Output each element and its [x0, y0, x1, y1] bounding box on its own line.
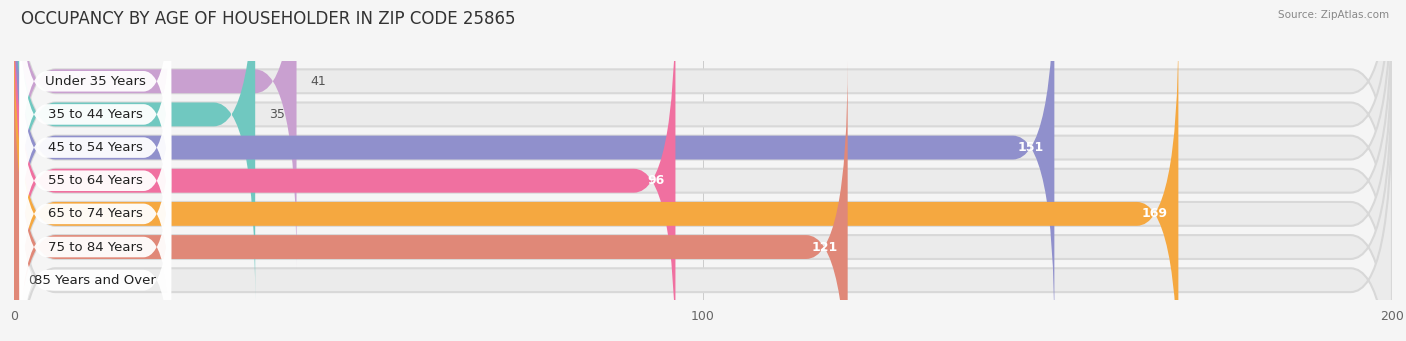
Text: 0: 0 [28, 274, 35, 287]
Text: OCCUPANCY BY AGE OF HOUSEHOLDER IN ZIP CODE 25865: OCCUPANCY BY AGE OF HOUSEHOLDER IN ZIP C… [21, 10, 516, 28]
FancyBboxPatch shape [14, 0, 1392, 341]
Text: 75 to 84 Years: 75 to 84 Years [48, 240, 143, 254]
FancyBboxPatch shape [14, 0, 1392, 268]
FancyBboxPatch shape [14, 27, 1392, 341]
Text: 41: 41 [311, 75, 326, 88]
FancyBboxPatch shape [14, 93, 1392, 341]
Text: 45 to 54 Years: 45 to 54 Years [48, 141, 143, 154]
FancyBboxPatch shape [14, 0, 297, 268]
FancyBboxPatch shape [14, 27, 1178, 341]
Text: 35 to 44 Years: 35 to 44 Years [48, 108, 143, 121]
FancyBboxPatch shape [14, 60, 1392, 341]
Text: Under 35 Years: Under 35 Years [45, 75, 146, 88]
FancyBboxPatch shape [14, 0, 256, 301]
Text: 121: 121 [811, 240, 838, 254]
FancyBboxPatch shape [14, 60, 848, 341]
FancyBboxPatch shape [20, 0, 172, 237]
FancyBboxPatch shape [14, 0, 1392, 301]
FancyBboxPatch shape [20, 91, 172, 336]
Text: 151: 151 [1018, 141, 1045, 154]
FancyBboxPatch shape [20, 158, 172, 341]
Text: 85 Years and Over: 85 Years and Over [34, 274, 156, 287]
FancyBboxPatch shape [20, 125, 172, 341]
Text: 55 to 64 Years: 55 to 64 Years [48, 174, 143, 187]
FancyBboxPatch shape [20, 25, 172, 270]
FancyBboxPatch shape [14, 0, 1054, 335]
FancyBboxPatch shape [14, 0, 1392, 335]
FancyBboxPatch shape [20, 58, 172, 303]
Text: 96: 96 [648, 174, 665, 187]
FancyBboxPatch shape [14, 0, 675, 341]
Text: 65 to 74 Years: 65 to 74 Years [48, 207, 143, 220]
Text: Source: ZipAtlas.com: Source: ZipAtlas.com [1278, 10, 1389, 20]
FancyBboxPatch shape [20, 0, 172, 204]
Text: 35: 35 [269, 108, 285, 121]
Text: 169: 169 [1142, 207, 1168, 220]
